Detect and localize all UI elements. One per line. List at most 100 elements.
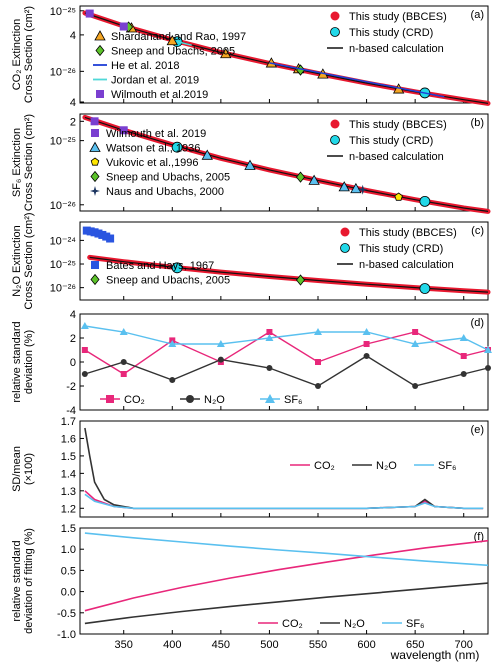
series-line [84, 582, 489, 625]
panel-letter: (e) [471, 424, 484, 436]
legend-marker [95, 44, 105, 57]
y-tick-label: 10⁻²⁶ [50, 283, 76, 295]
data-point [357, 184, 368, 195]
series-sf6 [84, 532, 489, 567]
series-he-et-al-2018 [269, 62, 445, 98]
legend-entry: CO₂ [314, 460, 335, 472]
plot-frame [79, 221, 489, 301]
x-tick-label: 700 [455, 639, 473, 651]
data-point [419, 283, 431, 294]
data-point [485, 365, 491, 371]
legend-marker [90, 186, 100, 196]
series-sf6 [80, 322, 492, 353]
y-tick-label: 10⁻²⁶ [50, 66, 76, 78]
series-line [84, 490, 484, 510]
y-tick-label: 10⁻²⁶ [50, 200, 76, 212]
data-point [81, 347, 88, 353]
legend-marker-crd [330, 27, 340, 37]
legend-entry: n-based calculation [349, 151, 444, 163]
y-axis-label-line2: Cross Section (cm²) [23, 6, 35, 103]
data-point [201, 149, 213, 160]
n-based-calculation-line [84, 116, 489, 212]
panel-letter: (d) [471, 317, 484, 329]
data-point [459, 334, 468, 341]
legend-right: This study (BBCES) This study (CRD) n-base… [337, 227, 457, 271]
data-point [217, 356, 224, 363]
legend-left: Wilmouth et al. 2019 Watson et al., 1936 V… [89, 128, 230, 198]
data-point [171, 141, 183, 153]
y-tick-label: 4 [70, 30, 76, 42]
y-axis-label-line1: CO₂ Extinction [11, 19, 23, 91]
legend-entry: Vukovic et al.,1996 [106, 157, 199, 169]
legend-entry: This study (CRD) [349, 27, 433, 39]
data-point [412, 383, 419, 389]
legend-entry: SF₆ [284, 394, 303, 406]
legend-marker [90, 273, 100, 286]
legend-entry: Sneep and Ubachs, 2005 [106, 172, 230, 184]
series-line [84, 331, 489, 375]
series-vukovic-et-al-1996 [394, 192, 403, 201]
panel-letter: (c) [471, 225, 484, 237]
data-point [265, 334, 274, 341]
legend-entry: Shardanand and Rao, 1997 [111, 31, 246, 43]
series-co2 [84, 539, 489, 612]
data-point [106, 234, 115, 243]
series-this-study-crd [171, 141, 431, 207]
data-point [338, 181, 350, 192]
data-point [363, 353, 370, 359]
x-tick-label: 650 [406, 639, 424, 651]
legend-marker [186, 395, 194, 403]
series-this-study-bbces [82, 114, 491, 214]
y-axis-label: SF₆ ExtinctionCross Section (cm²) [11, 114, 35, 211]
legend-entry: SF₆ [406, 618, 425, 630]
y-tick-label: -1.0 [57, 629, 76, 641]
data-point [81, 371, 88, 377]
data-point [166, 34, 178, 46]
y-tick-label: 1.2 [61, 503, 76, 515]
data-point [315, 383, 321, 389]
plot-frame [79, 527, 489, 635]
n-based-calculation-line [89, 256, 489, 293]
legend-entry: CO₂ [124, 394, 145, 406]
data-point [244, 159, 256, 170]
data-point [119, 328, 128, 335]
series-line [269, 62, 445, 98]
data-point [350, 182, 362, 194]
y-tick-label: 0 [70, 357, 76, 369]
data-point [216, 340, 225, 347]
data-point [220, 47, 232, 59]
y-tick-label: 0.0 [61, 587, 76, 599]
data-point [419, 195, 431, 207]
series-this-study-bbces [87, 254, 491, 295]
series-wilmouth-et-al-2019 [90, 117, 128, 135]
series-bates-and-hays-1967 [82, 226, 115, 243]
y-tick-label: 2 [70, 333, 76, 345]
y-axis-label-line2: deviation of fitting (%) [23, 528, 35, 634]
data-point [90, 117, 99, 126]
data-point [363, 341, 370, 347]
legend-entry: n-based calculation [359, 259, 454, 271]
legend-marker [91, 129, 99, 137]
y-tick-label: -4 [66, 405, 76, 417]
legend-marker-crd [330, 135, 340, 145]
legend-marker-bbces [330, 11, 340, 21]
y-axis-label-line1: N₂O Extinction [11, 225, 23, 297]
series-sf6 [84, 493, 484, 510]
plot-frame [79, 5, 489, 104]
legend-entry: This study (BBCES) [359, 227, 457, 239]
y-tick-label: 10⁻²⁵ [50, 6, 76, 18]
legend-marker [89, 141, 101, 152]
y-axis-label-line1: SD/mean [11, 446, 23, 492]
legend-marker [91, 261, 99, 269]
series-wilmouth-et-al-2019 [85, 9, 128, 31]
legend-marker [90, 157, 100, 166]
legend-entry: n-based calculation [349, 43, 444, 55]
series-co2 [84, 490, 484, 510]
legend-entry: N₂O [344, 618, 365, 630]
series-jordan-et-al-2019 [176, 40, 192, 46]
data-point [119, 126, 128, 135]
panel-d: 4 2 0 -2 -4 relative standarddeviation (%) (d)… [11, 309, 492, 417]
series-n2o [81, 353, 491, 389]
data-point [362, 328, 371, 335]
series-n2o [84, 582, 489, 625]
